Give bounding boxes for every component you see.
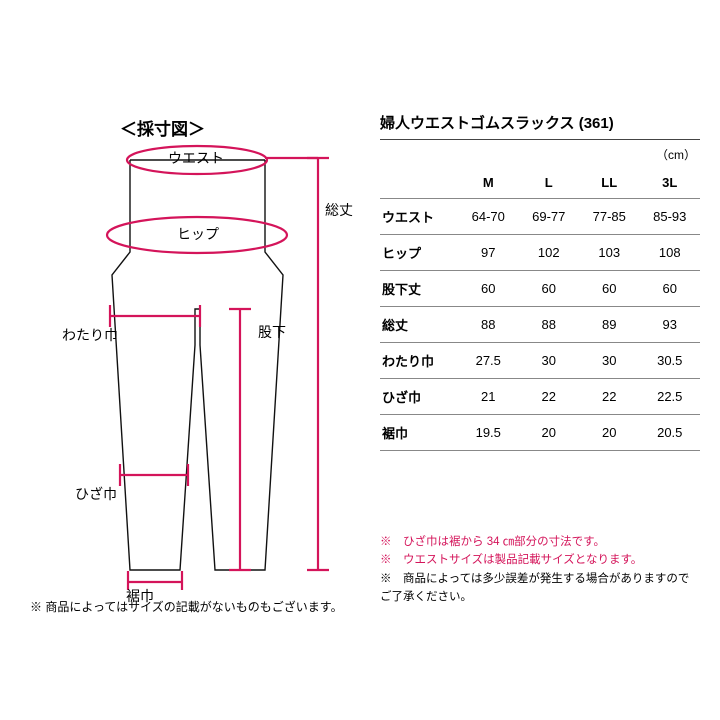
label-thigh: わたり巾 [62, 325, 118, 345]
table-row: わたり巾27.5303030.5 [380, 343, 700, 379]
table-header-row: M L LL 3L [380, 167, 700, 199]
table-cell: 102 [519, 235, 580, 271]
diagram-footnote: ※ 商品によってはサイズの記載がないものもございます。 [30, 598, 343, 615]
note-line: ※ ひざ巾は裾から 34 ㎝部分の寸法です。 [380, 533, 700, 551]
table-row: 総丈88888993 [380, 307, 700, 343]
table-row: ヒップ97102103108 [380, 235, 700, 271]
table-cell: 22.5 [640, 379, 701, 415]
row-label: ヒップ [380, 235, 458, 271]
label-waist: ウエスト [168, 148, 224, 168]
table-cell: 27.5 [458, 343, 519, 379]
table-title: 婦人ウエストゴムスラックス (361) [380, 112, 700, 140]
table-cell: 21 [458, 379, 519, 415]
table-cell: 89 [579, 307, 640, 343]
table-cell: 20 [579, 415, 640, 451]
col-header: LL [579, 167, 640, 199]
table-row: 裾巾19.5202020.5 [380, 415, 700, 451]
table-cell: 22 [519, 379, 580, 415]
table-cell: 88 [519, 307, 580, 343]
table-cell: 88 [458, 307, 519, 343]
col-header: 3L [640, 167, 701, 199]
table-row: ひざ巾21222222.5 [380, 379, 700, 415]
size-table-area: 婦人ウエストゴムスラックス (361) （cm） M L LL 3L ウエスト6… [380, 112, 700, 451]
table-cell: 108 [640, 235, 701, 271]
table-cell: 20.5 [640, 415, 701, 451]
table-cell: 85-93 [640, 199, 701, 235]
table-cell: 77-85 [579, 199, 640, 235]
table-cell: 69-77 [519, 199, 580, 235]
table-row: 股下丈60606060 [380, 271, 700, 307]
row-label: ひざ巾 [380, 379, 458, 415]
notes-block: ※ ひざ巾は裾から 34 ㎝部分の寸法です。※ ウエストサイズは製品記載サイズと… [380, 533, 700, 607]
label-knee: ひざ巾 [75, 484, 117, 504]
row-label: 総丈 [380, 307, 458, 343]
table-cell: 19.5 [458, 415, 519, 451]
table-cell: 30.5 [640, 343, 701, 379]
table-cell: 60 [640, 271, 701, 307]
row-label: 股下丈 [380, 271, 458, 307]
label-hip: ヒップ [177, 224, 219, 244]
label-total-length: 総丈 [325, 200, 353, 220]
table-cell: 97 [458, 235, 519, 271]
col-header: L [519, 167, 580, 199]
measurement-diagram [40, 130, 360, 590]
table-unit: （cm） [380, 140, 700, 167]
table-cell: 60 [579, 271, 640, 307]
table-cell: 60 [458, 271, 519, 307]
table-cell: 103 [579, 235, 640, 271]
table-cell: 30 [519, 343, 580, 379]
table-row: ウエスト64-7069-7777-8585-93 [380, 199, 700, 235]
table-cell: 60 [519, 271, 580, 307]
table-cell: 64-70 [458, 199, 519, 235]
note-line: ※ ウエストサイズは製品記載サイズとなります。 [380, 551, 700, 569]
col-header: M [458, 167, 519, 199]
size-table: M L LL 3L ウエスト64-7069-7777-8585-93ヒップ971… [380, 167, 700, 451]
row-label: わたり巾 [380, 343, 458, 379]
table-cell: 30 [579, 343, 640, 379]
row-label: 裾巾 [380, 415, 458, 451]
table-cell: 93 [640, 307, 701, 343]
label-inseam: 股下 [258, 322, 286, 342]
row-label: ウエスト [380, 199, 458, 235]
table-cell: 20 [519, 415, 580, 451]
note-line: ※ 商品によっては多少誤差が発生する場合がありますのでご了承ください。 [380, 570, 700, 607]
table-cell: 22 [579, 379, 640, 415]
